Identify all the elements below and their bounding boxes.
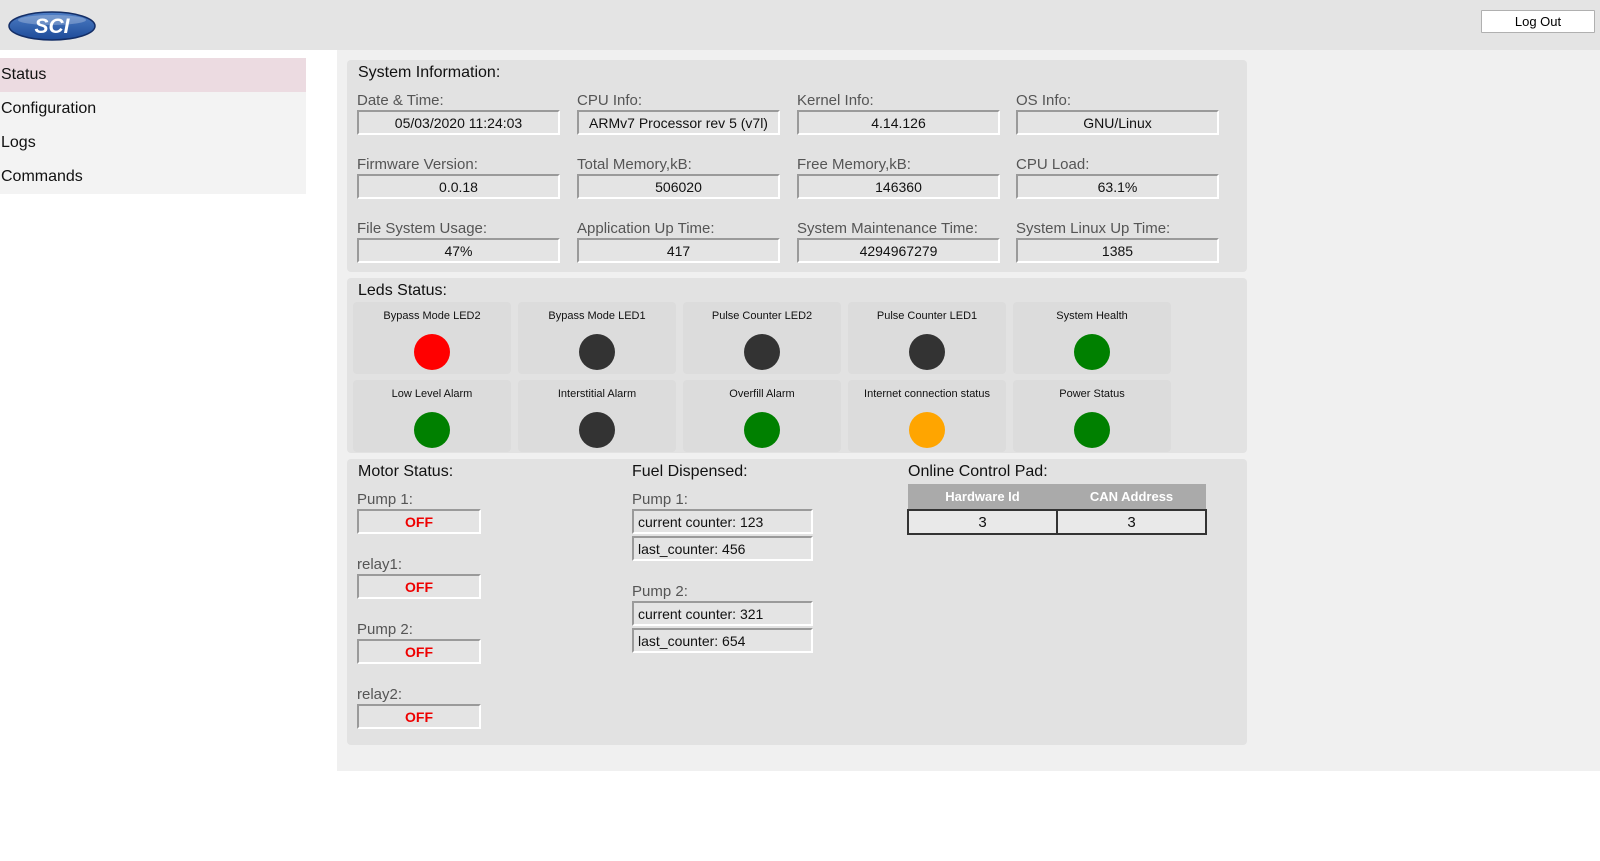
- led-bypass-mode-led2: Bypass Mode LED2: [353, 302, 511, 374]
- system-maintenance-time-label: System Maintenance Time:: [797, 220, 978, 237]
- led-label: Bypass Mode LED2: [383, 310, 481, 322]
- main-content: System Information: Date & Time: 05/03/20…: [337, 50, 1600, 771]
- system-linux-up-time-label: System Linux Up Time:: [1016, 220, 1171, 237]
- led-bypass-mode-led1: Bypass Mode LED1: [518, 302, 676, 374]
- table-row: 3 3: [906, 509, 1207, 535]
- led-label: Low Level Alarm: [391, 388, 473, 400]
- led-label: System Health: [1056, 310, 1128, 322]
- sidebar-nav: Status Configuration Logs Commands: [0, 58, 306, 194]
- kernel-info-label: Kernel Info:: [797, 92, 874, 109]
- leds-title: Leds Status:: [358, 282, 447, 299]
- motor-pump-1-status: OFF: [357, 509, 481, 534]
- logout-button[interactable]: Log Out: [1481, 10, 1595, 33]
- led-indicator-icon: [414, 334, 450, 370]
- led-indicator-icon: [1074, 334, 1110, 370]
- sidebar-item-logs[interactable]: Logs: [1, 134, 36, 151]
- motor-pump-2-label: Pump 2:: [357, 621, 413, 638]
- led-system-health: System Health: [1013, 302, 1171, 374]
- file-system-usage-label: File System Usage:: [357, 220, 488, 237]
- date-time-label: Date & Time:: [357, 92, 444, 109]
- led-label: Overfill Alarm: [729, 388, 795, 400]
- motor-status-title: Motor Status:: [358, 463, 454, 480]
- hardware-id-cell: 3: [906, 509, 1059, 535]
- kernel-info-value: 4.14.126: [797, 110, 1000, 135]
- led-indicator-icon: [579, 412, 615, 448]
- status-panel: Motor Status: Pump 1: OFF relay1: OFF Pump 2…: [347, 459, 1247, 745]
- led-label: Pulse Counter LED1: [876, 310, 978, 322]
- cpu-info-label: CPU Info:: [577, 92, 643, 109]
- led-low-level-alarm: Low Level Alarm: [353, 380, 511, 452]
- control-pad-title: Online Control Pad:: [908, 463, 1048, 480]
- fuel-pump-1-last-counter: last_counter: 456: [632, 536, 813, 561]
- leds-panel: Leds Status: Bypass Mode LED2 Bypass Mode…: [347, 278, 1247, 453]
- led-indicator-icon: [579, 334, 615, 370]
- system-info-panel: System Information: Date & Time: 05/03/20…: [347, 60, 1247, 272]
- os-info-label: OS Info:: [1016, 92, 1072, 109]
- led-overfill-alarm: Overfill Alarm: [683, 380, 841, 452]
- sidebar-item-commands[interactable]: Commands: [1, 168, 83, 185]
- top-header: SCI Log Out: [0, 0, 1600, 50]
- led-label: Power Status: [1059, 388, 1125, 400]
- application-up-time-value: 417: [577, 238, 780, 263]
- led-indicator-icon: [909, 412, 945, 448]
- firmware-version-value: 0.0.18: [357, 174, 560, 199]
- sidebar-item-status[interactable]: Status: [0, 58, 306, 92]
- led-internet-connection-status: Internet connection status: [848, 380, 1006, 452]
- fuel-pump-2-label: Pump 2:: [632, 583, 688, 600]
- os-info-value: GNU/Linux: [1016, 110, 1219, 135]
- motor-relay1-label: relay1:: [357, 556, 403, 573]
- system-info-title: System Information:: [358, 64, 501, 81]
- motor-relay2-label: relay2:: [357, 686, 403, 703]
- file-system-usage-value: 47%: [357, 238, 560, 263]
- control-pad-table: Hardware Id CAN Address 3 3: [906, 484, 1207, 535]
- led-indicator-icon: [744, 412, 780, 448]
- system-linux-up-time-value: 1385: [1016, 238, 1219, 263]
- logo-text: SCI: [34, 15, 70, 38]
- free-memory-kb-label: Free Memory,kB:: [797, 156, 911, 173]
- led-label: Interstitial Alarm: [557, 388, 637, 400]
- motor-relay1-status: OFF: [357, 574, 481, 599]
- total-memory-kb-label: Total Memory,kB:: [577, 156, 692, 173]
- led-power-status: Power Status: [1013, 380, 1171, 452]
- led-indicator-icon: [414, 412, 450, 448]
- cpu-load-value: 63.1%: [1016, 174, 1219, 199]
- led-pulse-counter-led2: Pulse Counter LED2: [683, 302, 841, 374]
- motor-pump-1-label: Pump 1:: [357, 491, 413, 508]
- total-memory-kb-value: 506020: [577, 174, 780, 199]
- fuel-pump-2-current-counter: current counter: 321: [632, 601, 813, 626]
- led-indicator-icon: [744, 334, 780, 370]
- led-pulse-counter-led1: Pulse Counter LED1: [848, 302, 1006, 374]
- system-maintenance-time-value: 4294967279: [797, 238, 1000, 263]
- fuel-pump-2-last-counter: last_counter: 654: [632, 628, 813, 653]
- fuel-pump-1-label: Pump 1:: [632, 491, 688, 508]
- free-memory-kb-value: 146360: [797, 174, 1000, 199]
- led-label: Internet connection status: [864, 388, 990, 400]
- can-address-cell: 3: [1056, 509, 1207, 535]
- cpu-load-label: CPU Load:: [1016, 156, 1090, 173]
- led-label: Bypass Mode LED1: [548, 310, 646, 322]
- cpu-info-value: ARMv7 Processor rev 5 (v7l): [577, 110, 780, 135]
- fuel-dispensed-title: Fuel Dispensed:: [632, 463, 748, 480]
- date-time-value: 05/03/2020 11:24:03: [357, 110, 560, 135]
- fuel-pump-1-current-counter: current counter: 123: [632, 509, 813, 534]
- firmware-version-label: Firmware Version:: [357, 156, 478, 173]
- led-indicator-icon: [1074, 412, 1110, 448]
- led-label: Pulse Counter LED2: [711, 310, 813, 322]
- motor-relay2-status: OFF: [357, 704, 481, 729]
- column-header-hardware-id: Hardware Id: [908, 484, 1058, 510]
- sidebar-item-configuration[interactable]: Configuration: [1, 100, 97, 117]
- motor-pump-2-status: OFF: [357, 639, 481, 664]
- column-header-can-address: CAN Address: [1057, 484, 1206, 510]
- sci-logo: SCI: [8, 11, 96, 41]
- application-up-time-label: Application Up Time:: [577, 220, 715, 237]
- led-interstitial-alarm: Interstitial Alarm: [518, 380, 676, 452]
- led-indicator-icon: [909, 334, 945, 370]
